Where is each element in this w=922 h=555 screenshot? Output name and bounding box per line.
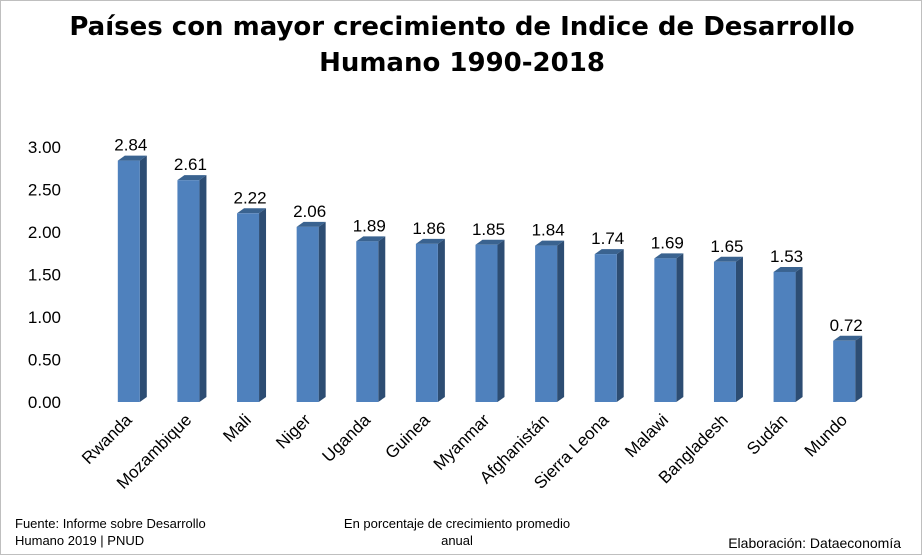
bar-front [713,261,736,402]
bar-front [117,160,140,402]
bar-top [475,239,505,245]
units-note: En porcentaje de crecimiento promedio an… [343,516,571,548]
bar [594,249,624,402]
bar-side [557,240,565,402]
y-tick-label: 2.50 [28,181,61,200]
y-axis: 0.00 0.50 1.00 1.50 2.00 2.50 3.00 [28,138,61,412]
x-tick-label: Guinea [382,410,435,463]
source-note: Fuente: Informe sobre Desarrollo Humano … [15,516,206,548]
bar-top [237,208,267,214]
x-tick-label: Niger [272,410,314,452]
data-label: 0.72 [830,316,863,335]
bar-side [795,266,803,402]
bar-side [497,239,505,402]
data-label: 1.69 [651,233,684,252]
bar-front [356,241,379,402]
bar-side [616,249,624,402]
bar-side [437,238,445,402]
bar [117,155,147,402]
bar [833,335,863,402]
bar-front [535,245,558,402]
data-label: 1.84 [532,221,565,240]
bar [356,236,386,402]
x-tick-label: Mali [219,410,254,445]
bar-front [654,258,677,402]
bar [654,253,684,402]
data-label: 1.85 [472,220,505,239]
bar-top [296,221,326,227]
bar [535,240,565,402]
bar-front [773,271,796,402]
data-label: 2.84 [114,136,147,155]
data-label: 1.65 [710,237,743,256]
bar-side [199,175,207,402]
bar [475,239,505,402]
y-tick-label: 2.00 [28,223,61,242]
y-tick-label: 0.50 [28,351,61,370]
bar-top [773,266,803,272]
x-tick-label: Sudán [743,410,791,458]
bar-front [296,226,319,402]
y-tick-label: 3.00 [28,138,61,157]
bar [296,221,326,402]
bar-side [378,236,386,402]
data-label: 2.06 [293,202,326,221]
x-tick-label: Mundo [801,410,851,460]
y-tick-label: 1.00 [28,308,61,327]
bar [237,208,267,402]
bar-side [676,253,684,402]
bar [713,256,743,402]
y-tick-label: 0.00 [28,393,61,412]
data-label: 1.86 [412,219,445,238]
bar-front [415,243,438,402]
bar [773,266,803,402]
bar-front [475,244,498,402]
x-tick-label: Uganda [319,410,375,466]
bar [177,175,207,402]
x-tick-label: Rwanda [78,410,136,468]
bar-side [855,335,863,402]
bar-top [713,256,743,262]
bar-top [594,249,624,255]
bar-front [833,340,856,402]
bar-top [177,175,207,181]
bar-side [259,208,267,402]
x-tick-label: Myanmar [430,410,494,474]
data-label: 1.74 [591,229,624,248]
bar-top [833,335,863,341]
bar-side [139,155,147,402]
y-tick-label: 1.50 [28,266,61,285]
bar-top [415,238,445,244]
data-label: 1.53 [770,247,803,266]
credit-note: Elaboración: Dataeconomía [728,535,901,551]
bar-top [117,155,147,161]
bar-top [654,253,684,259]
bar-front [237,213,260,402]
data-label: 1.89 [353,216,386,235]
bar-front [177,180,200,402]
bar-side [735,256,743,402]
chart-title-line-1: Países con mayor crecimiento de Indice d… [69,12,854,42]
data-label: 2.22 [233,188,266,207]
x-tick-label: Malawi [621,410,672,461]
bar-top [535,240,565,246]
bar-top [356,236,386,242]
bar-side [318,221,326,402]
bar [415,238,445,402]
bar-series: 2.84 2.61 2.22 2.06 1.89 1.86 1.85 1.84 1.74 1.69… [114,136,863,402]
chart-title-line-2: Humano 1990-2018 [319,48,605,78]
data-label: 2.61 [174,155,207,174]
bar-front [594,254,617,402]
